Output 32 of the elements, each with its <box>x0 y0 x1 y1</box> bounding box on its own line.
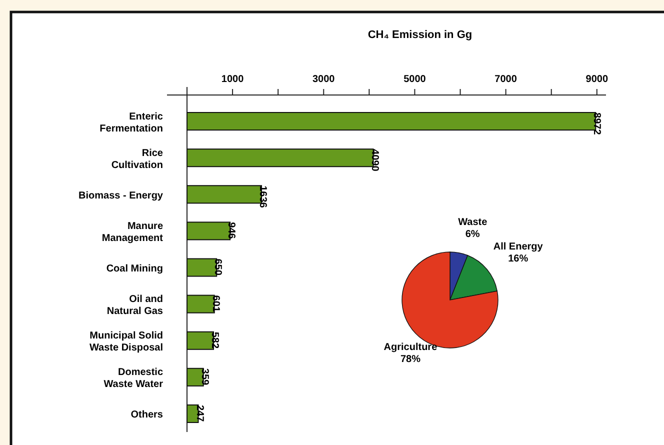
slice-label: Waste <box>458 217 488 228</box>
data-label: 8972 <box>591 112 602 136</box>
data-label: 4090 <box>368 149 380 172</box>
data-label: 359 <box>198 368 210 386</box>
y-tick-label: Oil and Natural Gas <box>106 294 164 318</box>
data-label: 16% <box>508 253 528 264</box>
data-label: 946 <box>226 222 237 240</box>
y-tick-label: Manure Management <box>102 220 164 244</box>
y-tick-label: Biomass - Energy <box>78 190 164 202</box>
x-tick-label: 1000 <box>221 74 244 85</box>
y-tick-label: Enteric Fermentation <box>100 111 164 134</box>
y-tick-label: Rice Cultivation <box>111 148 164 171</box>
x-tick-label: 3000 <box>312 74 336 85</box>
data-label: 247 <box>194 404 205 422</box>
slice-label: All Energy <box>493 241 544 252</box>
data-label: 650 <box>212 258 224 276</box>
bar <box>186 294 215 314</box>
y-tick-label: Municipal Solid Waste Disposal <box>89 330 164 354</box>
y-tick-label: Others <box>130 410 164 421</box>
data-label: 601 <box>210 295 221 312</box>
y-tick-label: Domestic Waste Water <box>104 367 164 390</box>
data-label: 1636 <box>257 186 268 208</box>
data-label: 582 <box>209 332 220 349</box>
y-tick-label: Coal Mining <box>106 264 163 274</box>
data-label: 78% <box>400 354 421 365</box>
chart-title: CH₄ Emission in Gg <box>368 29 472 41</box>
x-tick-label: 7000 <box>494 74 518 85</box>
bar <box>186 404 199 423</box>
x-tick-label: 9000 <box>586 74 608 85</box>
slice-label: Agriculture <box>384 342 438 353</box>
data-label: 6% <box>465 229 480 240</box>
x-tick-label: 5000 <box>404 74 426 85</box>
